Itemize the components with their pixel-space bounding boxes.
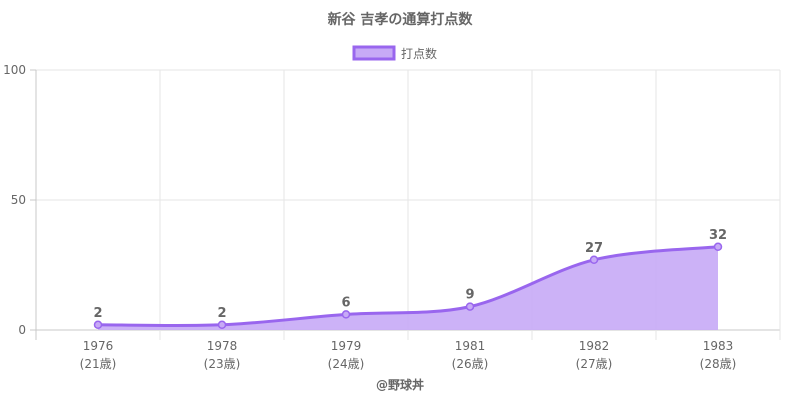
x-tick-sublabel: (28歳) bbox=[700, 357, 737, 371]
footer-credit: @野球丼 bbox=[376, 377, 424, 392]
x-tick-label: 1982 bbox=[579, 339, 610, 353]
tick-layer: 0 50 100 1976 (21歳) 1978 (23歳) 1979 (24歳) 1981 (26… bbox=[3, 63, 736, 371]
data-label: 2 bbox=[217, 306, 226, 321]
data-point bbox=[217, 320, 227, 330]
data-label: 32 bbox=[709, 228, 727, 243]
series-line bbox=[97, 245, 719, 328]
data-label: 6 bbox=[341, 295, 350, 310]
x-tick-sublabel: (24歳) bbox=[328, 357, 365, 371]
series-area bbox=[98, 246, 718, 330]
data-point bbox=[713, 242, 723, 252]
data-label: 9 bbox=[465, 288, 474, 303]
chart-title: 新谷 吉孝の通算打点数 bbox=[328, 11, 474, 28]
x-tick-label: 1983 bbox=[703, 339, 734, 353]
x-tick-label: 1976 bbox=[83, 339, 114, 353]
x-tick-label: 1981 bbox=[455, 339, 486, 353]
x-tick-label: 1979 bbox=[331, 339, 362, 353]
legend-label: 打点数 bbox=[401, 46, 437, 61]
point-layer bbox=[93, 242, 723, 330]
x-tick-sublabel: (21歳) bbox=[80, 357, 117, 371]
x-tick-sublabel: (26歳) bbox=[452, 357, 489, 371]
data-point bbox=[341, 310, 351, 319]
area-layer bbox=[97, 245, 719, 330]
data-point bbox=[589, 255, 599, 265]
y-tick-label: 100 bbox=[3, 63, 26, 77]
data-point bbox=[93, 320, 103, 330]
legend-swatch bbox=[352, 45, 396, 61]
x-tick-sublabel: (23歳) bbox=[204, 357, 241, 371]
x-tick-sublabel: (27歳) bbox=[576, 357, 613, 371]
data-point bbox=[465, 302, 475, 311]
data-label: 2 bbox=[93, 306, 102, 321]
legend[interactable]: 打点数 bbox=[352, 45, 437, 61]
y-tick-label: 50 bbox=[11, 193, 26, 207]
x-tick-label: 1978 bbox=[207, 339, 238, 353]
label-layer: 2 2 6 9 27 32 bbox=[93, 228, 727, 321]
y-tick-label: 0 bbox=[18, 323, 26, 337]
data-label: 27 bbox=[585, 241, 603, 256]
